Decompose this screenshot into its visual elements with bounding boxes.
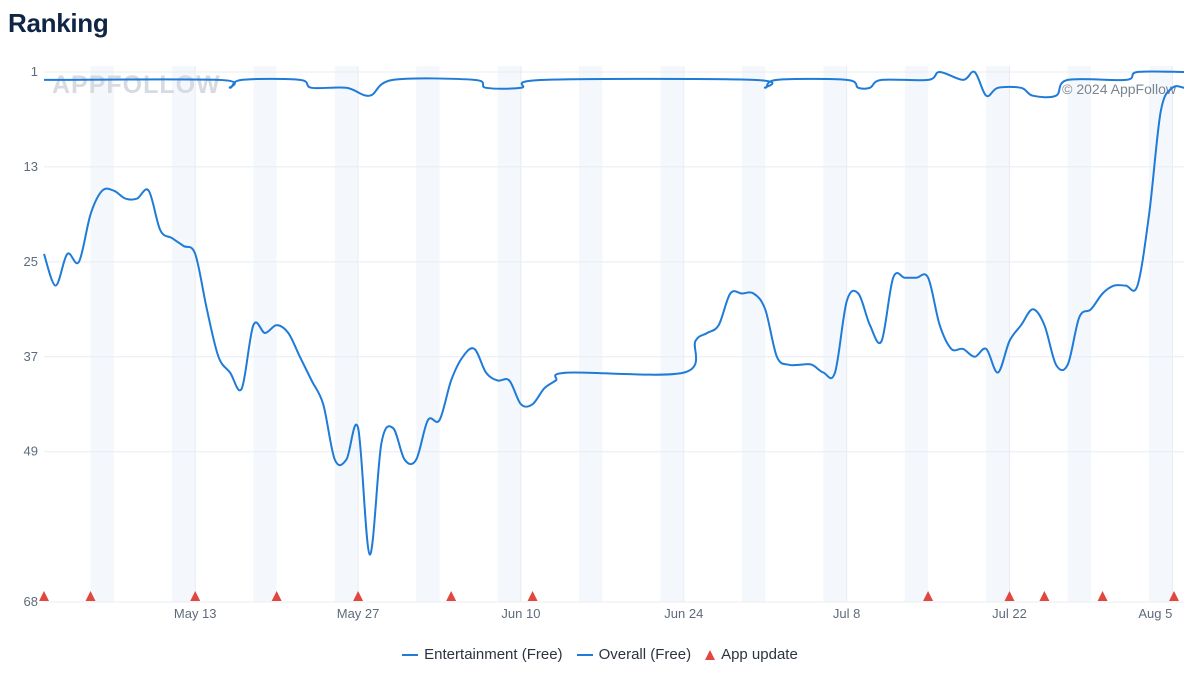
weekend-band bbox=[904, 66, 929, 602]
chart-legend: Entertainment (Free) Overall (Free) App … bbox=[0, 646, 1200, 663]
series-line-overall bbox=[43, 85, 1185, 556]
x-axis: May 13 May 27 Jun 10 Jun 24 Jul 8 Jul 22 Aug 5 bbox=[174, 606, 1172, 621]
weekend-band bbox=[986, 66, 1010, 602]
app-update-marker bbox=[1004, 591, 1015, 601]
y-tick-label: 49 bbox=[24, 444, 38, 459]
app-update-marker bbox=[1097, 591, 1108, 601]
weekend-band bbox=[334, 66, 359, 602]
x-tick-label: Aug 5 bbox=[1138, 606, 1172, 621]
legend-label: Overall (Free) bbox=[598, 646, 692, 663]
ranking-chart[interactable]: 1 13 25 37 49 68 May 13 May 27 Jun 10 Jun 24 Jul … bbox=[0, 0, 1200, 640]
weekend-band bbox=[660, 66, 684, 602]
legend-label: Entertainment (Free) bbox=[424, 646, 563, 663]
weekend-bands bbox=[90, 66, 1173, 602]
x-tick-label: Jul 8 bbox=[833, 606, 860, 621]
app-update-marker bbox=[1039, 591, 1050, 601]
y-tick-label: 37 bbox=[24, 349, 38, 364]
app-update-marker bbox=[190, 591, 201, 601]
app-update-marker bbox=[271, 591, 282, 601]
app-update-marker bbox=[527, 591, 538, 601]
y-tick-label: 25 bbox=[24, 254, 38, 269]
x-tick-label: May 13 bbox=[174, 606, 217, 621]
series-line-entertainment bbox=[43, 70, 1185, 99]
legend-item-overall[interactable]: Overall (Free) bbox=[576, 646, 692, 663]
y-tick-label: 13 bbox=[24, 159, 38, 174]
x-tick-label: Jun 24 bbox=[664, 606, 703, 621]
series-lines bbox=[43, 70, 1185, 556]
page-title: Ranking bbox=[8, 8, 109, 38]
app-update-marker bbox=[353, 591, 364, 601]
grid-lines bbox=[44, 66, 1184, 603]
line-icon bbox=[576, 653, 593, 656]
copyright-text: © 2024 AppFollow bbox=[1062, 81, 1177, 97]
y-tick-label: 1 bbox=[31, 64, 38, 79]
app-update-markers bbox=[39, 591, 1179, 601]
y-axis: 1 13 25 37 49 68 bbox=[24, 64, 38, 609]
legend-item-app-update[interactable]: App update bbox=[705, 646, 798, 663]
weekend-band bbox=[1067, 66, 1091, 602]
weekend-band bbox=[823, 66, 847, 602]
weekend-band bbox=[416, 66, 440, 602]
triangle-icon bbox=[705, 649, 716, 660]
app-update-marker bbox=[446, 591, 457, 601]
app-update-marker bbox=[1169, 591, 1179, 601]
x-tick-label: May 27 bbox=[337, 606, 380, 621]
weekend-band bbox=[497, 66, 521, 602]
app-update-marker bbox=[39, 591, 49, 601]
weekend-band bbox=[171, 66, 196, 602]
x-tick-label: Jul 22 bbox=[992, 606, 1027, 621]
app-update-marker bbox=[85, 591, 96, 601]
weekend-band bbox=[579, 66, 603, 602]
app-update-marker bbox=[923, 591, 934, 601]
line-icon bbox=[402, 653, 419, 656]
legend-item-entertainment[interactable]: Entertainment (Free) bbox=[402, 646, 563, 663]
weekend-band bbox=[253, 66, 277, 602]
weekend-band bbox=[90, 66, 114, 602]
weekend-band bbox=[1149, 66, 1173, 602]
legend-label: App update bbox=[721, 646, 798, 663]
y-tick-label: 68 bbox=[24, 594, 38, 609]
weekend-band bbox=[741, 66, 766, 602]
x-tick-label: Jun 10 bbox=[501, 606, 540, 621]
watermark: APPFOLLOW bbox=[52, 71, 221, 99]
